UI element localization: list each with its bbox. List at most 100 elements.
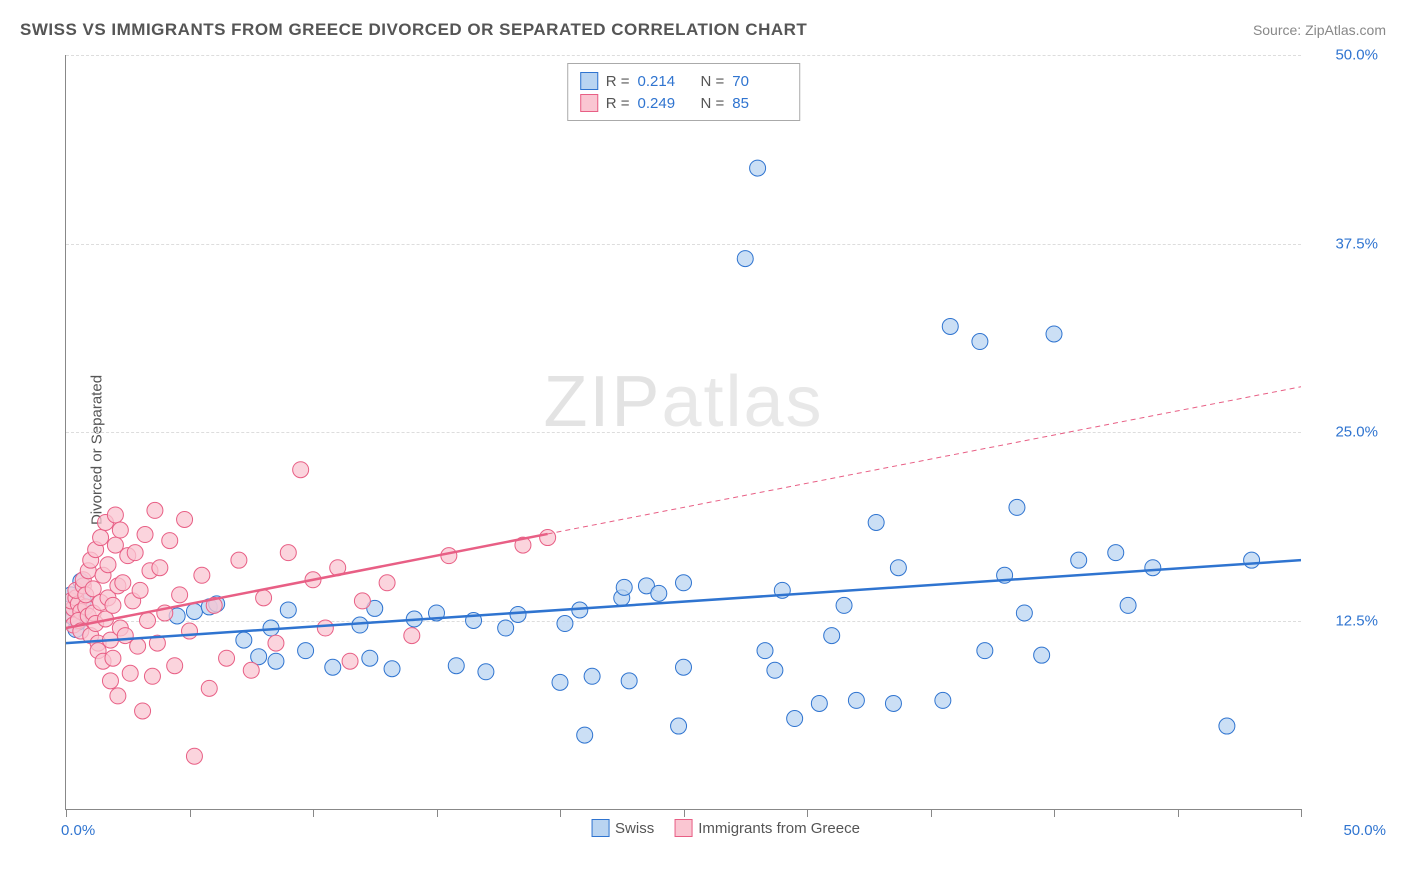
data-point-greece [135, 703, 151, 719]
data-point-swiss [584, 668, 600, 684]
data-point-swiss [651, 585, 667, 601]
data-point-swiss [362, 650, 378, 666]
data-point-swiss [767, 662, 783, 678]
data-point-swiss [510, 606, 526, 622]
data-point-swiss [1108, 545, 1124, 561]
data-point-greece [112, 522, 128, 538]
data-point-greece [404, 628, 420, 644]
data-point-greece [293, 462, 309, 478]
legend-item-swiss: Swiss [591, 819, 654, 837]
legend-row-swiss: R = 0.214 N = 70 [580, 70, 788, 92]
source-prefix: Source: [1253, 22, 1305, 38]
data-point-greece [441, 548, 457, 564]
data-point-swiss [757, 643, 773, 659]
data-point-greece [102, 673, 118, 689]
data-point-swiss [868, 514, 884, 530]
scatter-svg [66, 55, 1301, 809]
swatch-pink-icon [674, 819, 692, 837]
chart-title: SWISS VS IMMIGRANTS FROM GREECE DIVORCED… [20, 20, 807, 40]
n-value-greece: 85 [732, 95, 787, 112]
data-point-greece [152, 560, 168, 576]
data-point-swiss [848, 692, 864, 708]
data-point-swiss [1016, 605, 1032, 621]
data-point-greece [177, 511, 193, 527]
data-point-swiss [1244, 552, 1260, 568]
data-point-greece [105, 650, 121, 666]
data-point-swiss [1009, 499, 1025, 515]
data-point-swiss [836, 597, 852, 613]
series-legend: Swiss Immigrants from Greece [591, 819, 860, 837]
data-point-swiss [890, 560, 906, 576]
data-point-greece [130, 638, 146, 654]
data-point-swiss [750, 160, 766, 176]
data-point-greece [167, 658, 183, 674]
source-link[interactable]: ZipAtlas.com [1305, 22, 1386, 38]
n-label: N = [701, 95, 725, 112]
x-tick [313, 809, 314, 817]
x-tick [931, 809, 932, 817]
data-point-swiss [977, 643, 993, 659]
data-point-greece [122, 665, 138, 681]
data-point-greece [231, 552, 247, 568]
data-point-greece [107, 507, 123, 523]
data-point-swiss [498, 620, 514, 636]
data-point-greece [140, 613, 156, 629]
data-point-greece [317, 620, 333, 636]
y-tick-label: 12.5% [1335, 612, 1378, 629]
data-point-greece [162, 533, 178, 549]
r-label: R = [606, 95, 630, 112]
y-tick-label: 37.5% [1335, 235, 1378, 252]
data-point-swiss [280, 602, 296, 618]
data-point-greece [219, 650, 235, 666]
data-point-swiss [1219, 718, 1235, 734]
legend-item-greece: Immigrants from Greece [674, 819, 860, 837]
data-point-swiss [384, 661, 400, 677]
x-tick-end: 50.0% [1343, 822, 1386, 839]
data-point-greece [194, 567, 210, 583]
correlation-legend: R = 0.214 N = 70 R = 0.249 N = 85 [567, 63, 801, 121]
data-point-swiss [885, 695, 901, 711]
data-point-swiss [671, 718, 687, 734]
data-point-swiss [676, 659, 692, 675]
data-point-swiss [811, 695, 827, 711]
x-tick [807, 809, 808, 817]
data-point-swiss [448, 658, 464, 674]
data-point-swiss [577, 727, 593, 743]
data-point-greece [100, 557, 116, 573]
data-point-greece [144, 668, 160, 684]
x-tick [1178, 809, 1179, 817]
data-point-greece [172, 587, 188, 603]
data-point-greece [201, 680, 217, 696]
data-point-greece [379, 575, 395, 591]
data-point-swiss [676, 575, 692, 591]
y-tick-label: 50.0% [1335, 47, 1378, 64]
data-point-swiss [298, 643, 314, 659]
data-point-swiss [557, 616, 573, 632]
x-tick [190, 809, 191, 817]
x-tick [1054, 809, 1055, 817]
trend-line-greece-dashed [548, 387, 1301, 534]
data-point-greece [182, 623, 198, 639]
swatch-pink-icon [580, 94, 598, 112]
data-point-greece [354, 593, 370, 609]
data-point-greece [147, 502, 163, 518]
n-label: N = [701, 73, 725, 90]
x-tick [66, 809, 67, 817]
data-point-greece [132, 582, 148, 598]
chart-area: Divorced or Separated ZIPatlas 0.0% 50.0… [50, 55, 1386, 845]
data-point-swiss [478, 664, 494, 680]
data-point-swiss [824, 628, 840, 644]
data-point-swiss [268, 653, 284, 669]
data-point-greece [115, 575, 131, 591]
data-point-swiss [1046, 326, 1062, 342]
data-point-greece [127, 545, 143, 561]
data-point-swiss [352, 617, 368, 633]
data-point-greece [110, 688, 126, 704]
data-point-swiss [737, 251, 753, 267]
r-value-greece: 0.249 [638, 95, 693, 112]
r-label: R = [606, 73, 630, 90]
data-point-swiss [942, 318, 958, 334]
data-point-swiss [1071, 552, 1087, 568]
swatch-blue-icon [591, 819, 609, 837]
data-point-swiss [1120, 597, 1136, 613]
